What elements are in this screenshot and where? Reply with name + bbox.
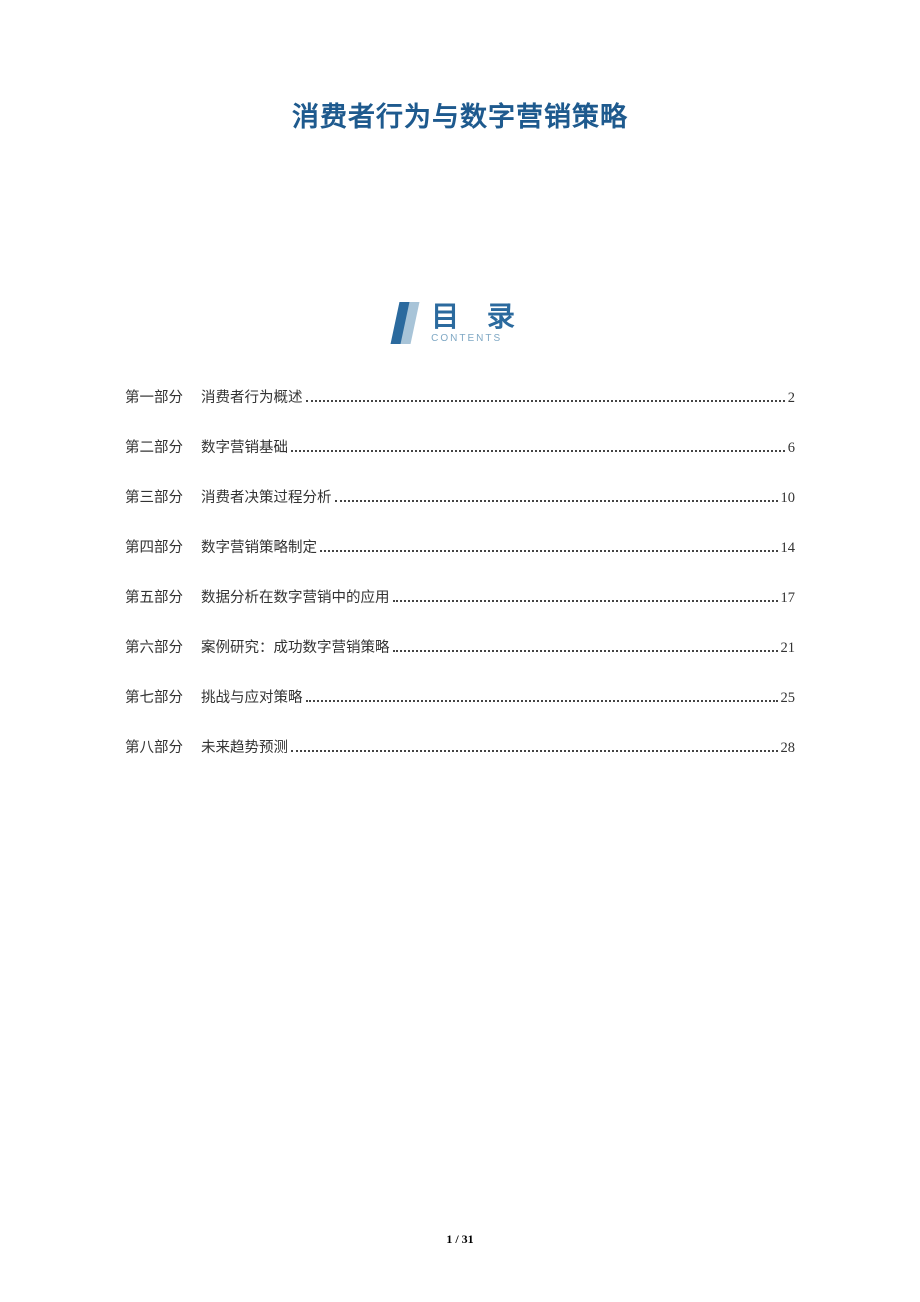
toc-part-label: 第一部分 [125,386,183,407]
toc-entry: 第三部分 消费者决策过程分析 10 [125,486,795,507]
toc-page-number: 25 [781,690,796,707]
toc-entry-title: 挑战与应对策略 [201,686,303,707]
toc-part-label: 第二部分 [125,436,183,457]
toc-label-group: 目 录 CONTENTS [431,303,525,344]
toc-entry: 第一部分 消费者行为概述 2 [125,386,795,407]
toc-entry: 第八部分 未来趋势预测 28 [125,736,795,757]
toc-page-number: 28 [781,740,796,757]
toc-leader-dots [291,450,785,452]
toc-page-number: 2 [788,390,795,407]
toc-entry-title: 数字营销基础 [201,436,288,457]
toc-entry-title: 消费者决策过程分析 [201,486,332,507]
toc-part-label: 第六部分 [125,636,183,657]
toc-label-en: CONTENTS [431,333,502,344]
toc-entry-title: 数据分析在数字营销中的应用 [201,586,390,607]
toc-entry: 第四部分 数字营销策略制定 14 [125,536,795,557]
toc-part-label: 第五部分 [125,586,183,607]
toc-entry: 第六部分 案例研究：成功数字营销策略 21 [125,636,795,657]
toc-page-number: 6 [788,440,795,457]
toc-leader-dots [320,550,778,552]
document-title: 消费者行为与数字营销策略 [115,95,805,134]
toc-entry-title: 数字营销策略制定 [201,536,317,557]
toc-leader-dots [306,400,785,402]
toc-page-number: 17 [781,590,796,607]
toc-entry: 第七部分 挑战与应对策略 25 [125,686,795,707]
total-pages: 31 [462,1232,474,1246]
toc-entry: 第二部分 数字营销基础 6 [125,436,795,457]
toc-part-label: 第四部分 [125,536,183,557]
toc-entry-title: 消费者行为概述 [201,386,303,407]
toc-page-number: 21 [781,640,796,657]
toc-page-number: 14 [781,540,796,557]
toc-entry-title: 未来趋势预测 [201,736,288,757]
toc-page-number: 10 [781,490,796,507]
page-separator: / [452,1232,461,1246]
page-footer: 1 / 31 [0,1232,920,1247]
toc-leader-dots [393,650,778,652]
toc-leader-dots [335,500,778,502]
toc-label-cn: 目 录 [431,303,525,331]
toc-part-label: 第三部分 [125,486,183,507]
toc-entry-title: 案例研究：成功数字营销策略 [201,636,390,657]
toc-bookmark-icon [395,302,419,344]
toc-part-label: 第八部分 [125,736,183,757]
toc-part-label: 第七部分 [125,686,183,707]
toc-leader-dots [306,700,778,702]
toc-leader-dots [291,750,778,752]
toc-list: 第一部分 消费者行为概述 2 第二部分 数字营销基础 6 第三部分 消费者决策过… [115,386,805,757]
toc-header: 目 录 CONTENTS [115,302,805,344]
document-page: 消费者行为与数字营销策略 目 录 CONTENTS 第一部分 消费者行为概述 2… [0,0,920,1302]
toc-entry: 第五部分 数据分析在数字营销中的应用 17 [125,586,795,607]
toc-leader-dots [393,600,778,602]
